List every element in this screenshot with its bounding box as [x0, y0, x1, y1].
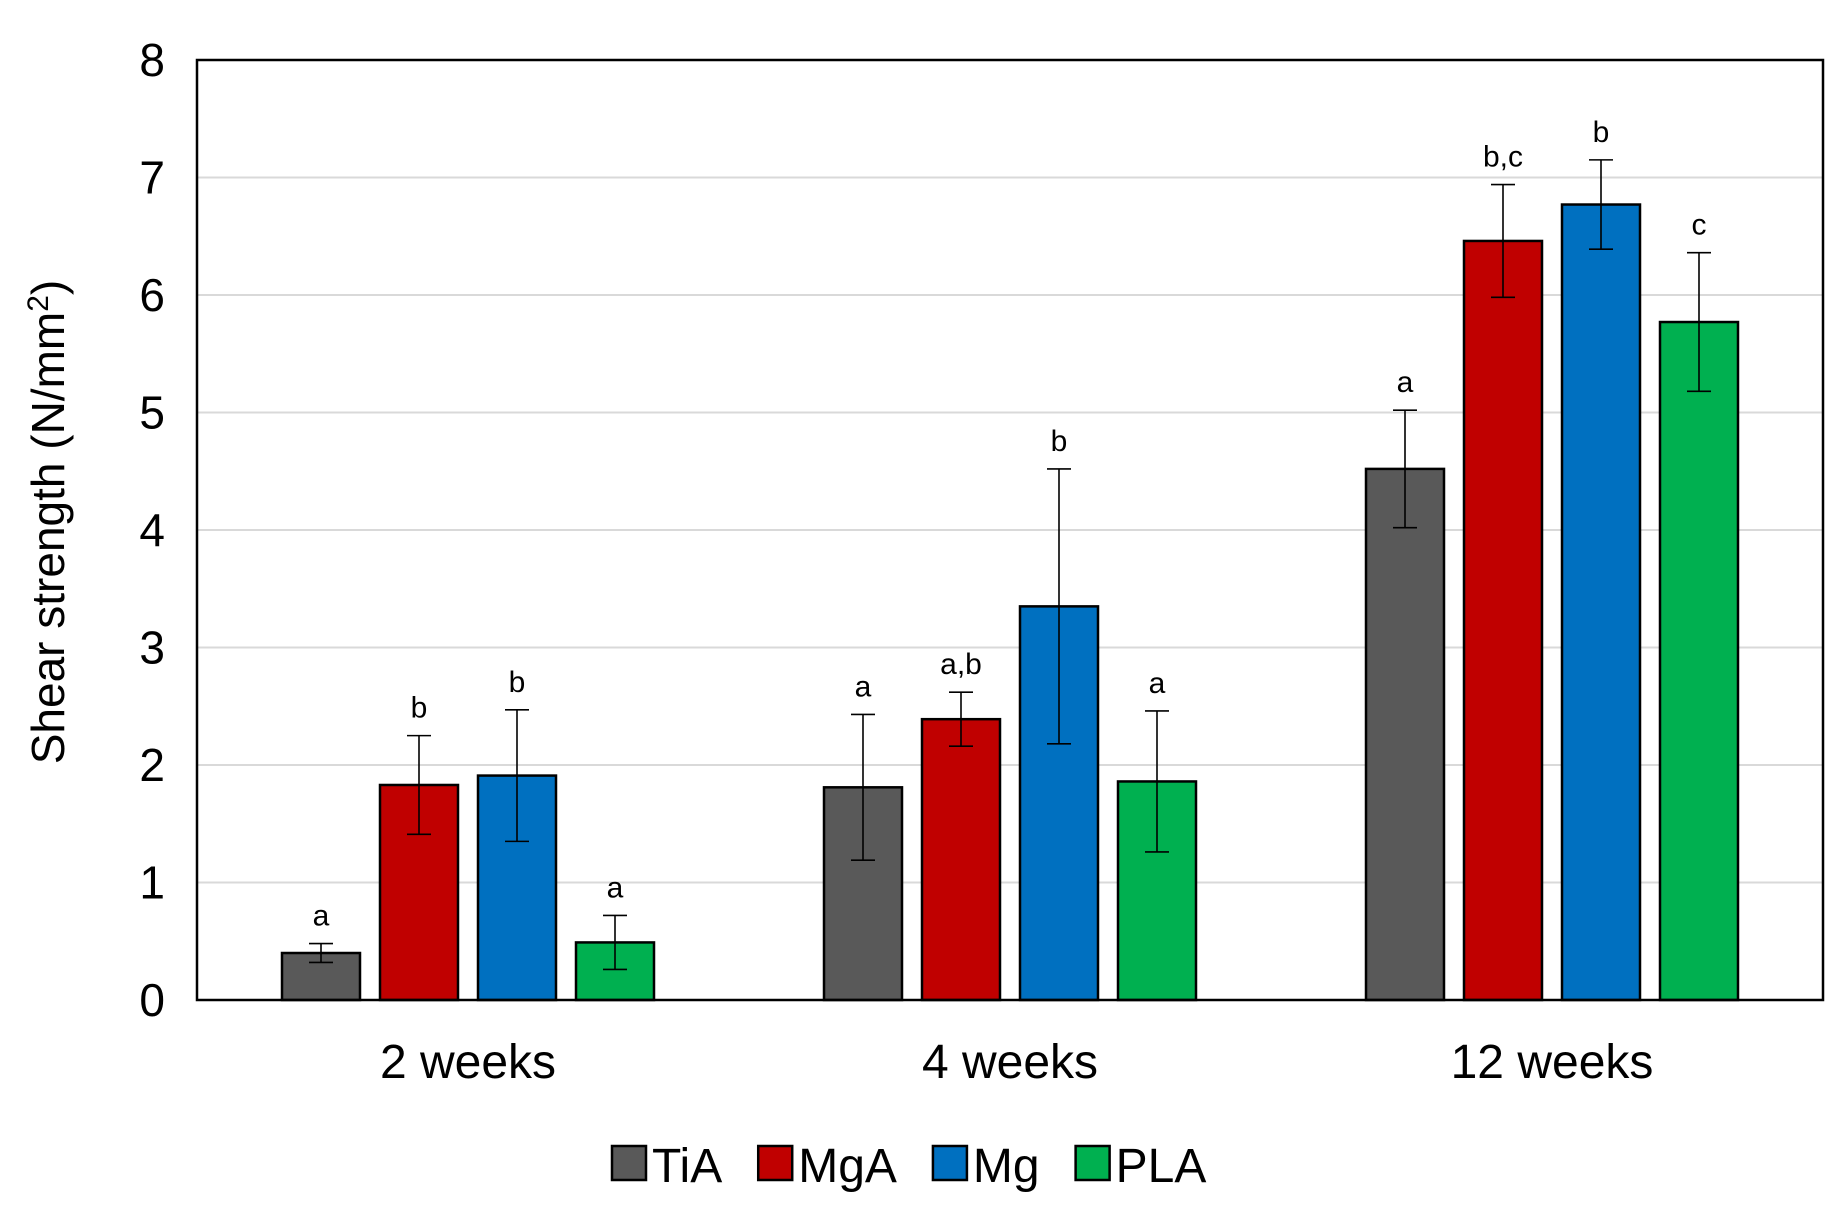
x-category-label-4-weeks: 4 weeks: [922, 1036, 1098, 1089]
y-axis-tick-labels: 0 1 2 3 4 5 6 7 8: [139, 34, 165, 1026]
significance-label-Mg-2-weeks: b: [509, 666, 526, 699]
y-axis-title-main: Shear strength (N/mm: [22, 312, 74, 764]
y-tick-label-5: 5: [139, 387, 165, 439]
significance-labels: a b b a a a,b b a a b,c b c: [313, 116, 1707, 933]
y-tick-label-4: 4: [139, 504, 165, 556]
x-axis-category-labels: 2 weeks 4 weeks 12 weeks: [380, 1036, 1653, 1089]
y-axis-title-superscript: 2: [22, 295, 55, 312]
legend-label-TiA: TiA: [652, 1140, 722, 1193]
legend-swatch-TiA: [610, 1144, 648, 1182]
bar-MgA-12-weeks: [1462, 239, 1544, 1002]
bar-TiA-12-weeks: [1364, 467, 1446, 1002]
plot-area-frame: [195, 58, 1825, 1002]
legend-swatch-PLA: [1074, 1144, 1111, 1182]
significance-label-MgA-2-weeks: b: [411, 692, 428, 725]
y-tick-label-8: 8: [139, 34, 165, 86]
significance-label-PLA-2-weeks: a: [607, 871, 624, 904]
significance-label-Mg-4-weeks: b: [1051, 425, 1068, 458]
significance-label-PLA-4-weeks: a: [1149, 667, 1166, 700]
y-axis-title-close: ): [22, 280, 74, 295]
significance-label-TiA-4-weeks: a: [855, 670, 872, 703]
bar-PLA-4-weeks: [1116, 780, 1198, 1002]
x-category-label-2-weeks: 2 weeks: [380, 1036, 556, 1089]
y-tick-label-7: 7: [139, 152, 165, 204]
bar-Mg-12-weeks: [1560, 203, 1642, 1002]
y-tick-label-1: 1: [139, 857, 165, 909]
significance-label-TiA-12-weeks: a: [1397, 366, 1414, 399]
y-axis-title: Shear strength (N/mm2): [22, 280, 74, 765]
gridlines: [197, 176, 1823, 884]
significance-label-TiA-2-weeks: a: [313, 900, 330, 933]
bars: [280, 203, 1740, 1002]
error-bars: [309, 159, 1711, 971]
legend-label-MgA: MgA: [798, 1140, 897, 1193]
y-tick-label-6: 6: [139, 269, 165, 321]
y-tick-label-2: 2: [139, 739, 165, 791]
bar-MgA-4-weeks: [920, 717, 1002, 1002]
significance-label-Mg-12-weeks: b: [1593, 116, 1610, 149]
legend-label-Mg: Mg: [973, 1140, 1040, 1193]
x-category-label-12-weeks: 12 weeks: [1451, 1036, 1654, 1089]
legend-swatch-MgA: [756, 1144, 794, 1182]
legend: TiA MgA Mg PLA: [610, 1140, 1207, 1193]
significance-label-MgA-4-weeks: a,b: [940, 648, 982, 681]
bar-PLA-12-weeks: [1658, 320, 1740, 1002]
legend-swatch-Mg: [931, 1144, 969, 1182]
significance-label-MgA-12-weeks: b,c: [1483, 141, 1523, 174]
y-tick-label-3: 3: [139, 622, 165, 674]
legend-label-PLA: PLA: [1116, 1140, 1207, 1193]
y-tick-label-0: 0: [139, 974, 165, 1026]
significance-label-PLA-12-weeks: c: [1692, 209, 1707, 242]
